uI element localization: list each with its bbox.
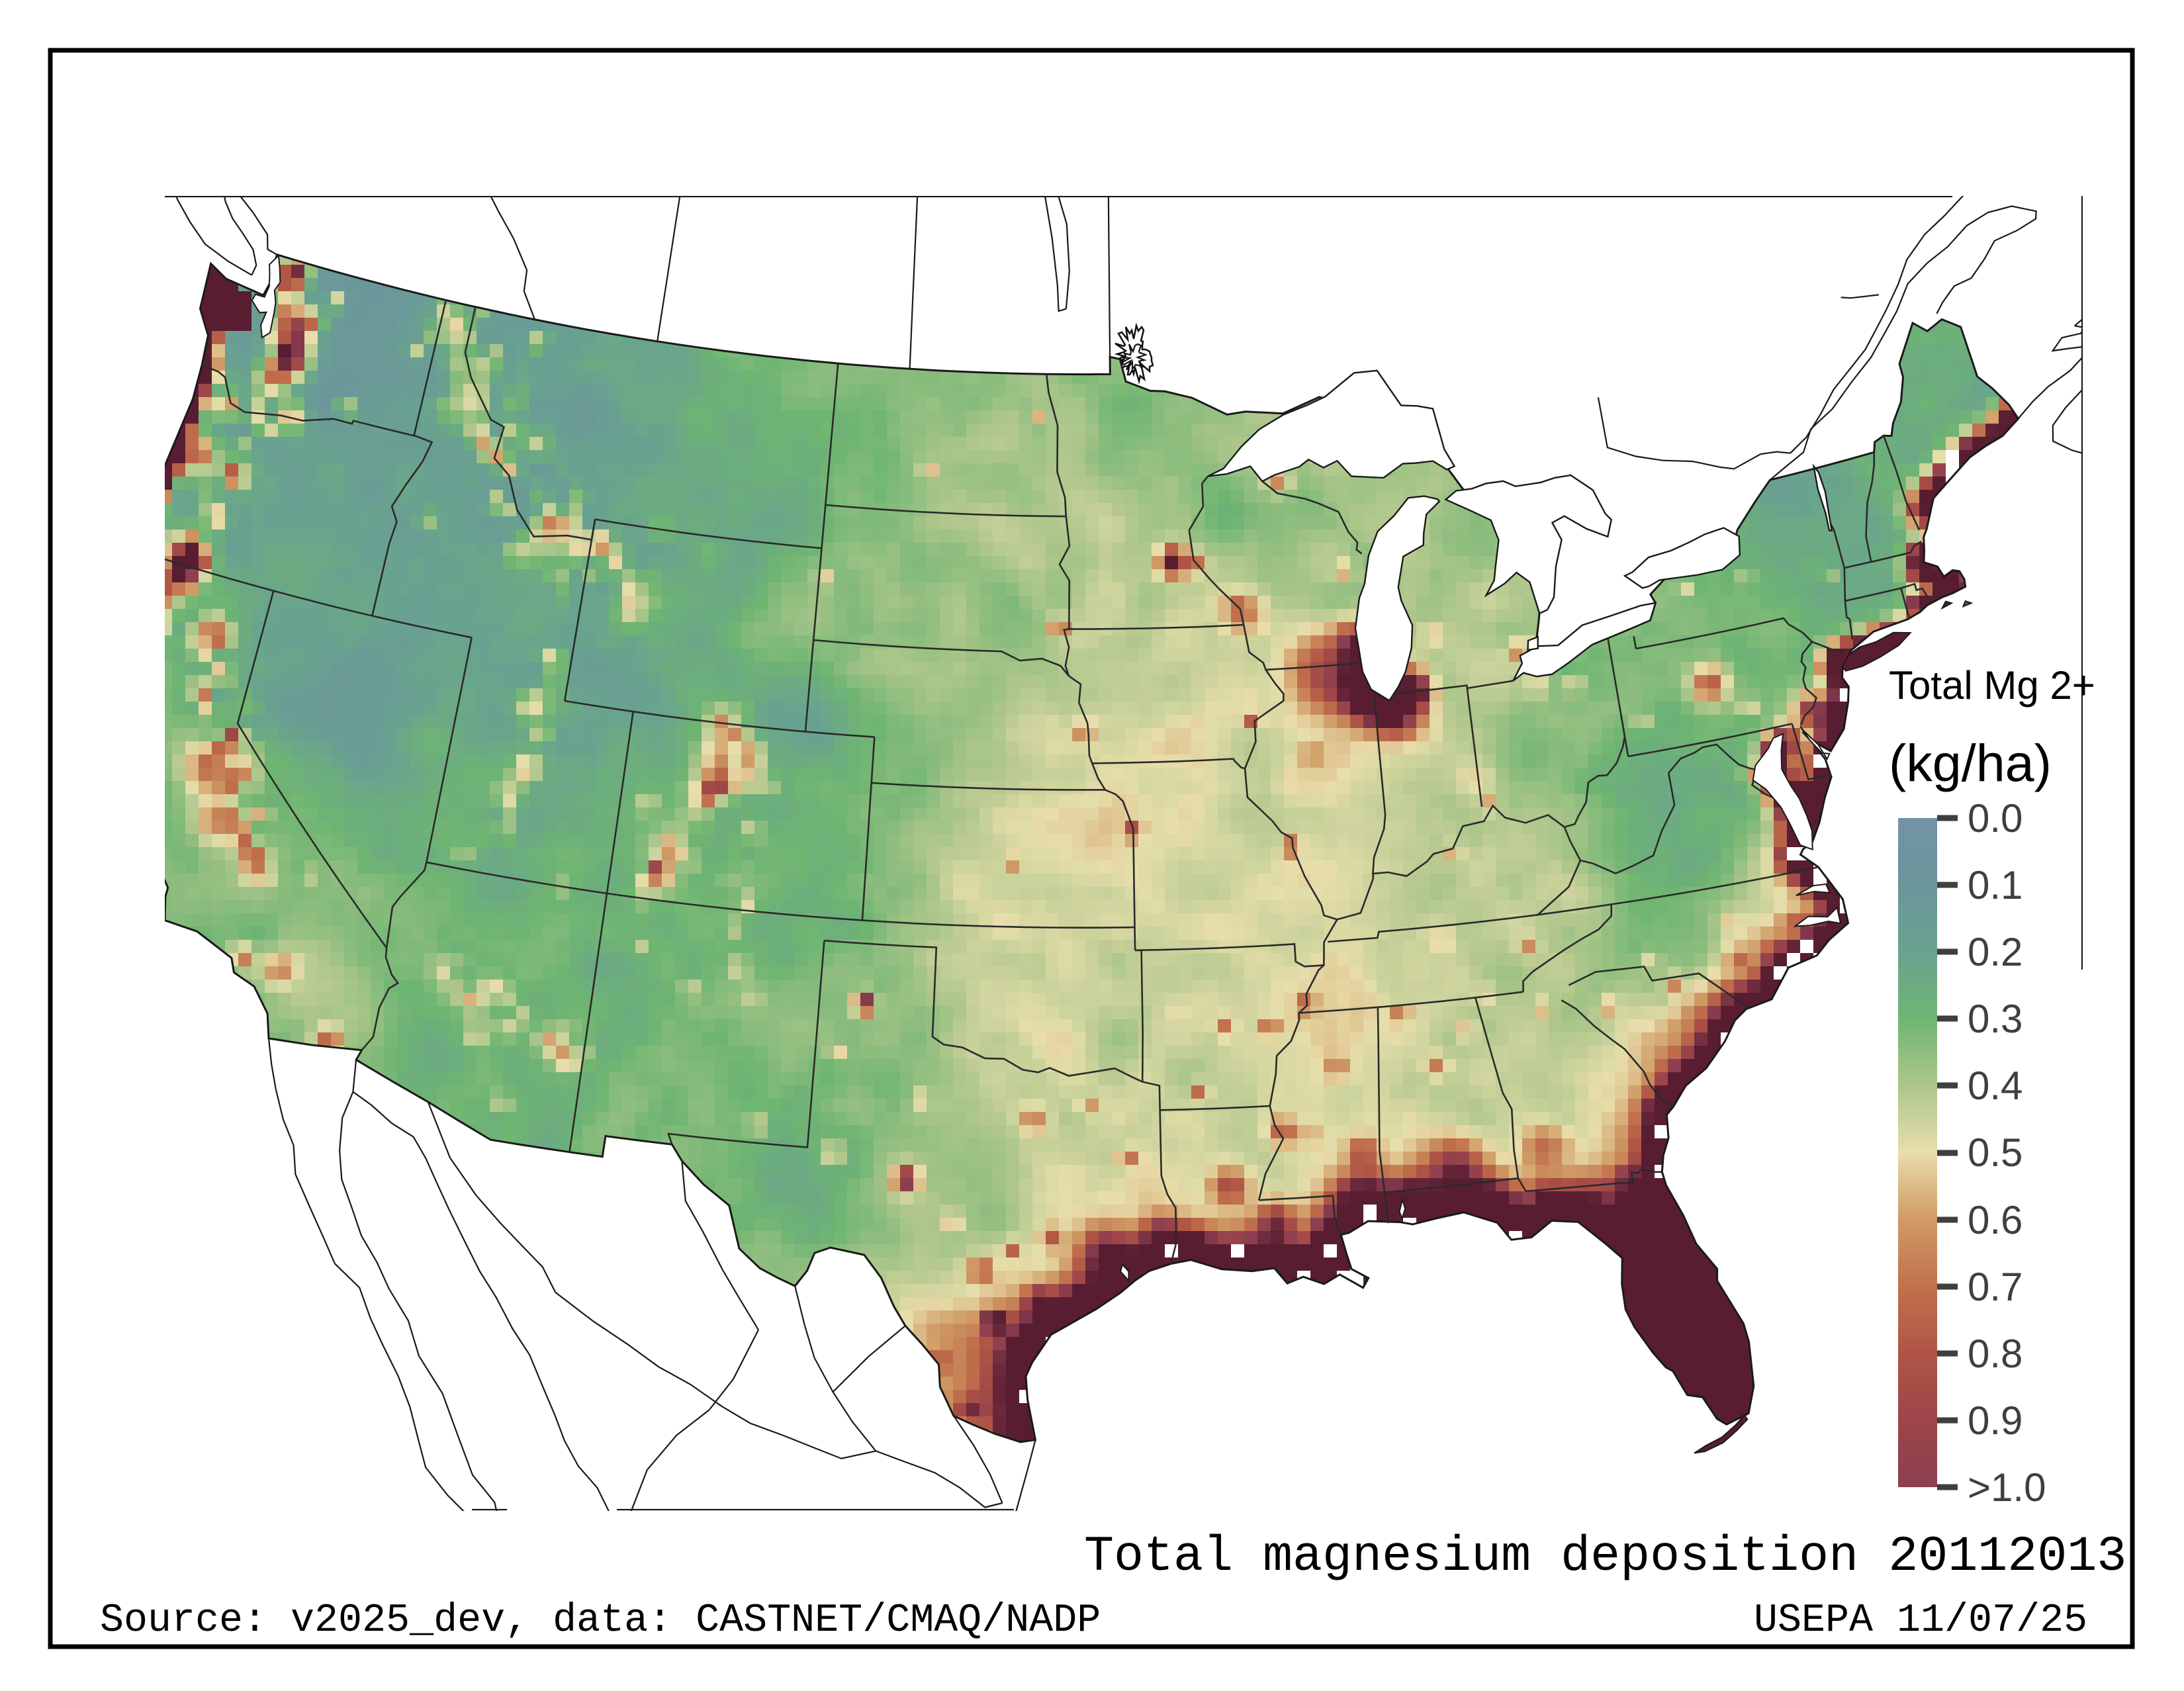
- svg-text:0.7: 0.7: [1968, 1265, 2023, 1309]
- svg-text:0.9: 0.9: [1968, 1398, 2023, 1443]
- svg-text:0.8: 0.8: [1968, 1332, 2023, 1376]
- svg-text:(kg/ha): (kg/ha): [1889, 733, 2052, 792]
- svg-text:Total Mg 2+: Total Mg 2+: [1889, 663, 2095, 708]
- svg-text:0.6: 0.6: [1968, 1198, 2023, 1242]
- svg-text:0.3: 0.3: [1968, 997, 2023, 1041]
- svg-text:>1.0: >1.0: [1968, 1465, 2046, 1510]
- svg-text:Total magnesium deposition 201: Total magnesium deposition 20112013: [1084, 1529, 2126, 1585]
- svg-text:0.1: 0.1: [1968, 863, 2023, 907]
- svg-text:0.5: 0.5: [1968, 1130, 2023, 1175]
- svg-text:USEPA 11/07/25: USEPA 11/07/25: [1754, 1598, 2087, 1643]
- svg-text:0.2: 0.2: [1968, 930, 2023, 974]
- svg-text:0.4: 0.4: [1968, 1064, 2023, 1108]
- svg-text:0.0: 0.0: [1968, 796, 2023, 841]
- svg-text:Source: v2025_dev, data: CASTN: Source: v2025_dev, data: CASTNET/CMAQ/NA…: [100, 1598, 1101, 1643]
